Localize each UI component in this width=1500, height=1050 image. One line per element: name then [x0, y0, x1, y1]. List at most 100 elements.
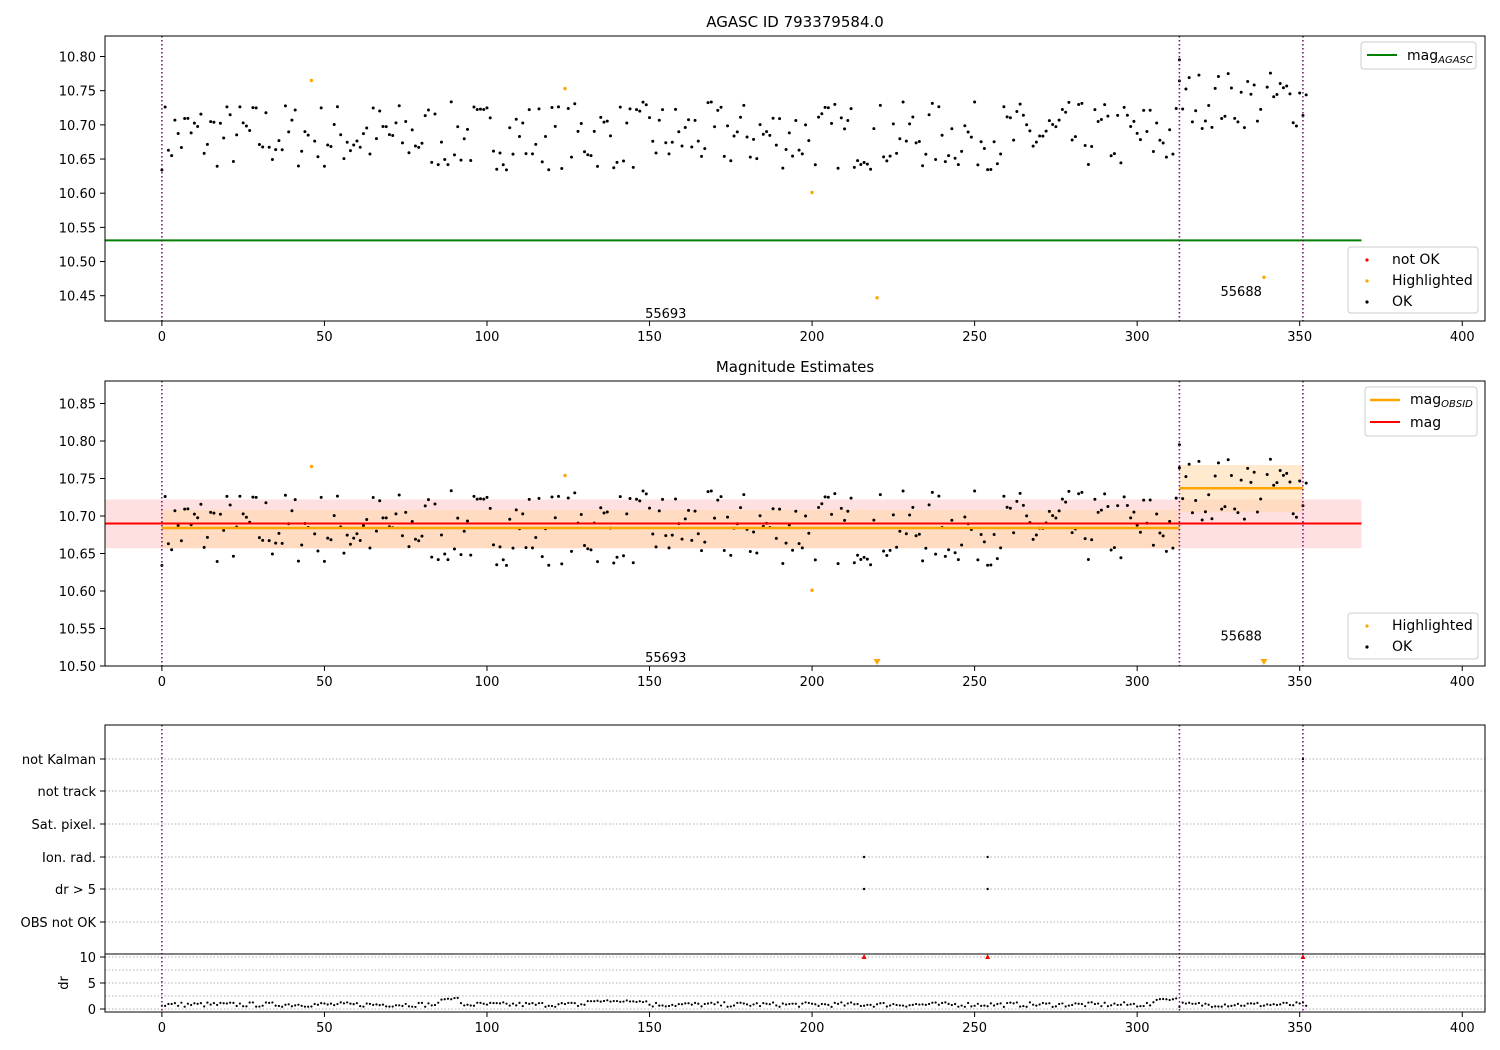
dr-point	[814, 1003, 817, 1006]
dr-point	[853, 1003, 856, 1006]
dr-point	[1158, 998, 1162, 1001]
ok-point	[1021, 113, 1025, 117]
ok-point	[1200, 518, 1204, 522]
x-tick-label: 150	[637, 675, 662, 690]
dr-point	[229, 1001, 232, 1004]
ok-point	[921, 559, 925, 563]
ok-point	[394, 512, 398, 516]
dr-point	[619, 1000, 622, 1003]
dr-point	[602, 999, 606, 1003]
dr-point	[658, 1004, 661, 1007]
ok-point	[969, 135, 973, 139]
dr-point	[1022, 1004, 1025, 1008]
ok-point	[1135, 523, 1139, 527]
ok-point	[511, 152, 515, 156]
ok-point	[690, 538, 694, 542]
dr-point	[1220, 1005, 1223, 1008]
ok-point	[1285, 471, 1289, 475]
x-tick-label: 350	[1287, 1021, 1312, 1036]
dr-point	[752, 1003, 755, 1006]
ok-point	[670, 140, 674, 144]
ok-point	[797, 148, 801, 152]
ok-point	[924, 152, 928, 156]
ok-point	[553, 124, 557, 128]
dr-point	[823, 1003, 827, 1006]
dr-point	[1058, 1002, 1061, 1006]
dr-point	[342, 1002, 346, 1005]
ok-point	[238, 105, 242, 109]
y-tick-label: 10.45	[59, 290, 96, 305]
highlighted-point	[309, 464, 314, 469]
ok-point	[927, 503, 931, 507]
dr-point	[1006, 1001, 1009, 1005]
ok-point	[1109, 548, 1113, 552]
dr-point	[482, 1002, 485, 1005]
ok-point	[865, 557, 869, 561]
ok-point	[982, 146, 986, 150]
x-tick-label: 150	[637, 330, 662, 345]
x-tick-label: 400	[1450, 675, 1475, 690]
legend-label-ok: OK	[1392, 639, 1413, 655]
ok-point	[430, 555, 434, 559]
dr-point	[1227, 1005, 1230, 1008]
dr-point	[1269, 1003, 1272, 1007]
dr-point	[719, 1004, 723, 1007]
ok-point	[1184, 475, 1188, 479]
ok-point	[1177, 466, 1181, 470]
dr-point	[758, 1004, 762, 1008]
dr-point	[518, 1001, 521, 1004]
dr-point	[1032, 1003, 1035, 1006]
dr-point	[1074, 1002, 1077, 1005]
dr-point	[388, 1005, 391, 1008]
ok-point	[726, 124, 730, 128]
ok-point	[995, 557, 999, 561]
dr-point	[820, 1002, 823, 1006]
ok-point	[742, 103, 746, 107]
ok-point	[534, 535, 538, 539]
ok-point	[872, 518, 876, 522]
ok-point	[752, 530, 756, 534]
y-tick-label: 10.50	[59, 256, 96, 271]
dr-point	[407, 1005, 411, 1008]
ok-point	[986, 168, 990, 172]
dr-point	[385, 1005, 388, 1008]
ok-point	[231, 160, 235, 164]
ok-point	[378, 499, 382, 503]
dr-point	[927, 1002, 931, 1006]
ok-point	[602, 120, 606, 124]
ok-point	[781, 166, 785, 170]
ok-point	[1106, 114, 1110, 118]
ok-point	[680, 144, 684, 148]
ok-point	[1012, 531, 1016, 535]
ok-point	[1093, 497, 1097, 501]
dr-point	[849, 1001, 853, 1004]
ok-point	[943, 160, 947, 164]
ok-point	[1197, 73, 1201, 77]
ok-point	[1255, 510, 1259, 514]
ok-point	[280, 541, 284, 545]
ok-point	[540, 160, 544, 164]
dr-point	[869, 1003, 872, 1006]
dr-point	[489, 1001, 492, 1004]
ok-point	[774, 536, 778, 540]
dr-point	[866, 1003, 869, 1006]
ok-point	[413, 537, 417, 541]
ok-point	[1031, 144, 1035, 148]
dr-point	[1305, 1004, 1308, 1007]
ok-point	[882, 155, 886, 159]
ok-point	[202, 545, 206, 549]
ok-point	[641, 489, 645, 493]
ok-point	[1021, 503, 1025, 507]
dr-point	[573, 1002, 576, 1005]
dr-point	[427, 1002, 430, 1005]
ok-point	[540, 555, 544, 559]
ok-point	[1294, 124, 1298, 128]
dr-point	[1129, 1003, 1132, 1006]
dr-point	[271, 1001, 274, 1004]
dr-point	[498, 1002, 502, 1005]
legend-marker-ok	[1365, 300, 1369, 304]
dr-point	[596, 999, 599, 1002]
ok-point	[901, 100, 905, 104]
dr-point	[1207, 1003, 1210, 1006]
dr-point	[1035, 1004, 1038, 1007]
